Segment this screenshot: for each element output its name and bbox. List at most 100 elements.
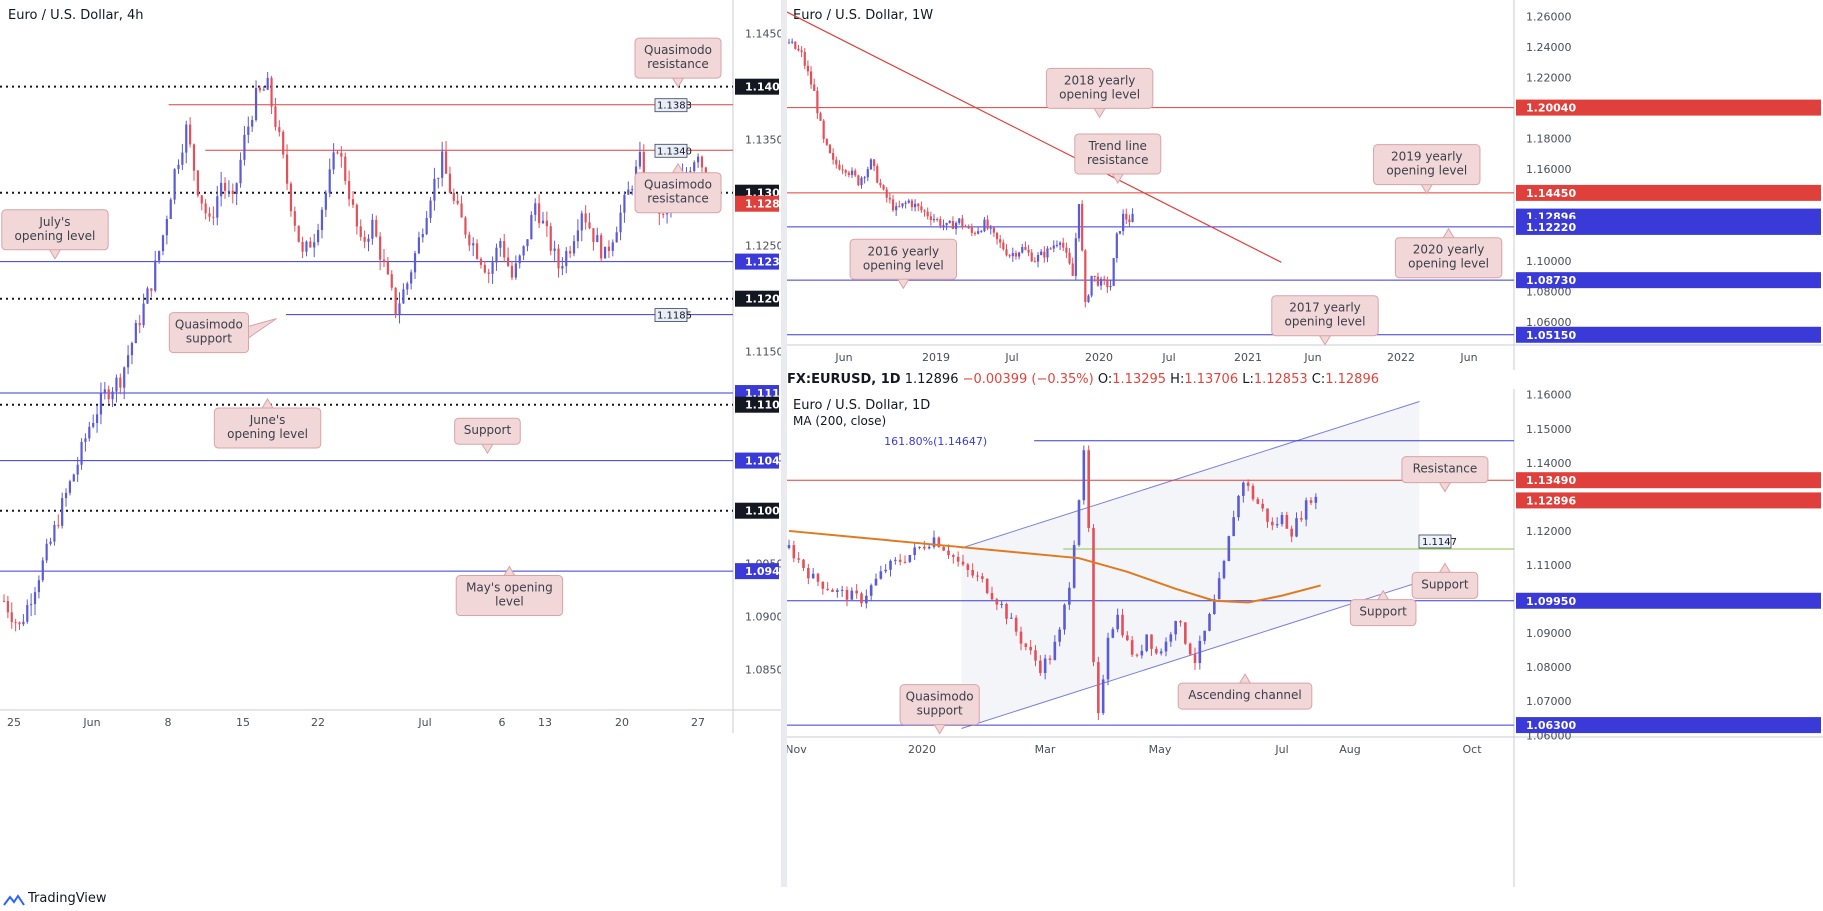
candle-body — [72, 474, 75, 482]
candle-body — [889, 560, 892, 570]
callout-text: Trend line — [1088, 139, 1147, 153]
chart-panel-1w[interactable]: Euro / U.S. Dollar, 1W 1.26000 1.24000 1.2… — [787, 0, 1823, 370]
candle-body — [549, 226, 552, 251]
candle-body — [816, 573, 820, 582]
candle-body — [888, 197, 891, 200]
candle-body — [1055, 244, 1059, 246]
candle-body — [510, 265, 514, 278]
candle-body — [951, 220, 955, 229]
candle-body — [596, 235, 599, 243]
candle-body — [382, 259, 386, 263]
axis-price-tag — [735, 396, 779, 413]
annotation-callout[interactable]: Support — [1411, 562, 1479, 599]
panel-divider-vertical[interactable] — [781, 0, 787, 887]
candle-body — [983, 219, 986, 232]
candle-body — [806, 65, 810, 72]
candle-body — [990, 593, 994, 600]
chart-canvas-4h[interactable]: 1.145001.135001.125001.115001.105001.095… — [0, 0, 781, 733]
candle-body — [61, 498, 64, 526]
channel-upper-line[interactable] — [961, 401, 1420, 549]
ohlc-h-label: H: — [1170, 372, 1185, 387]
x-tick-label: 27 — [691, 716, 705, 729]
axis-price-label: 1.12896 — [1526, 494, 1576, 507]
candle-body — [313, 242, 316, 248]
candle-body — [499, 241, 502, 248]
candle-body — [971, 570, 974, 576]
chart-canvas-1w[interactable]: 1.26000 1.24000 1.22000 1.18000 1.16000 1.100… — [787, 0, 1823, 370]
candle-body — [293, 211, 296, 226]
candle-body — [192, 144, 196, 171]
candle-body — [1058, 629, 1061, 642]
candle-body — [1280, 514, 1284, 525]
y-tick-label: 1.14500 — [745, 28, 781, 41]
x-tick-label: Aug — [1339, 743, 1360, 756]
candle-body — [879, 571, 883, 579]
chart-panel-1d[interactable]: Euro / U.S. Dollar, 1D MA (200, close) 1… — [787, 389, 1823, 887]
callout-text: 2017 yearly — [1289, 301, 1361, 315]
candle-body — [1068, 252, 1071, 264]
candle-body — [305, 241, 308, 252]
candle-body — [947, 550, 950, 556]
annotation-callout[interactable]: Resistance — [1401, 456, 1489, 493]
candle-body — [518, 255, 521, 264]
candle-body — [262, 89, 265, 91]
candle-body — [64, 492, 68, 499]
candle-body — [986, 219, 989, 229]
candle-body — [700, 156, 704, 168]
y-tick-label: 1.11500 — [745, 346, 781, 359]
candle-body — [832, 153, 835, 160]
annotation-callout[interactable]: Support — [454, 417, 521, 455]
axis-price-tag — [735, 452, 779, 469]
brand-label[interactable]: TradingView — [28, 891, 107, 906]
candle-body — [1222, 561, 1226, 579]
chart-panel-4h[interactable]: Euro / U.S. Dollar, 4h 1.145001.135001.1… — [0, 0, 781, 733]
candle-body — [908, 554, 912, 562]
candle-body — [1029, 646, 1032, 651]
candle-body — [503, 241, 506, 258]
chart-title-4h: Euro / U.S. Dollar, 4h — [8, 8, 144, 23]
candle-body — [1174, 621, 1177, 635]
panel-divider-horizontal[interactable] — [787, 370, 1823, 389]
candle-body — [413, 253, 417, 273]
annotation-callout[interactable]: Ascending channel — [1177, 673, 1313, 710]
candle-body — [885, 189, 888, 198]
callout-box — [1349, 599, 1417, 627]
candle-body — [1227, 536, 1231, 562]
candle-body — [1246, 482, 1250, 486]
candle-body — [49, 541, 52, 544]
callout-box — [849, 238, 958, 280]
axis-price-tag — [1516, 717, 1821, 734]
ma-200-line[interactable] — [788, 529, 1321, 604]
candle-body — [811, 573, 815, 579]
ma-indicator-label[interactable]: MA (200, close) — [793, 414, 887, 428]
candle-body — [693, 162, 696, 172]
candle-body — [266, 77, 269, 90]
annotation-callout[interactable]: Support — [1349, 589, 1417, 627]
candle-body — [1024, 247, 1027, 250]
candle-body — [1295, 518, 1298, 537]
candle-body — [538, 203, 541, 224]
tradingview-logo-icon[interactable] — [3, 893, 25, 907]
y-tick-label: 1.08500 — [745, 664, 781, 677]
candle-body — [854, 170, 857, 176]
x-tick-label: 8 — [165, 716, 172, 729]
candle-body — [115, 377, 118, 392]
candle-body — [324, 192, 327, 210]
candle-body — [1036, 255, 1040, 262]
trend-line-resistance[interactable] — [787, 11, 1282, 263]
chart-canvas-1d[interactable]: 161.80%(1.14647) 1.1147 1.16000 1.15000 1.14… — [787, 389, 1823, 887]
candle-body — [154, 260, 157, 291]
